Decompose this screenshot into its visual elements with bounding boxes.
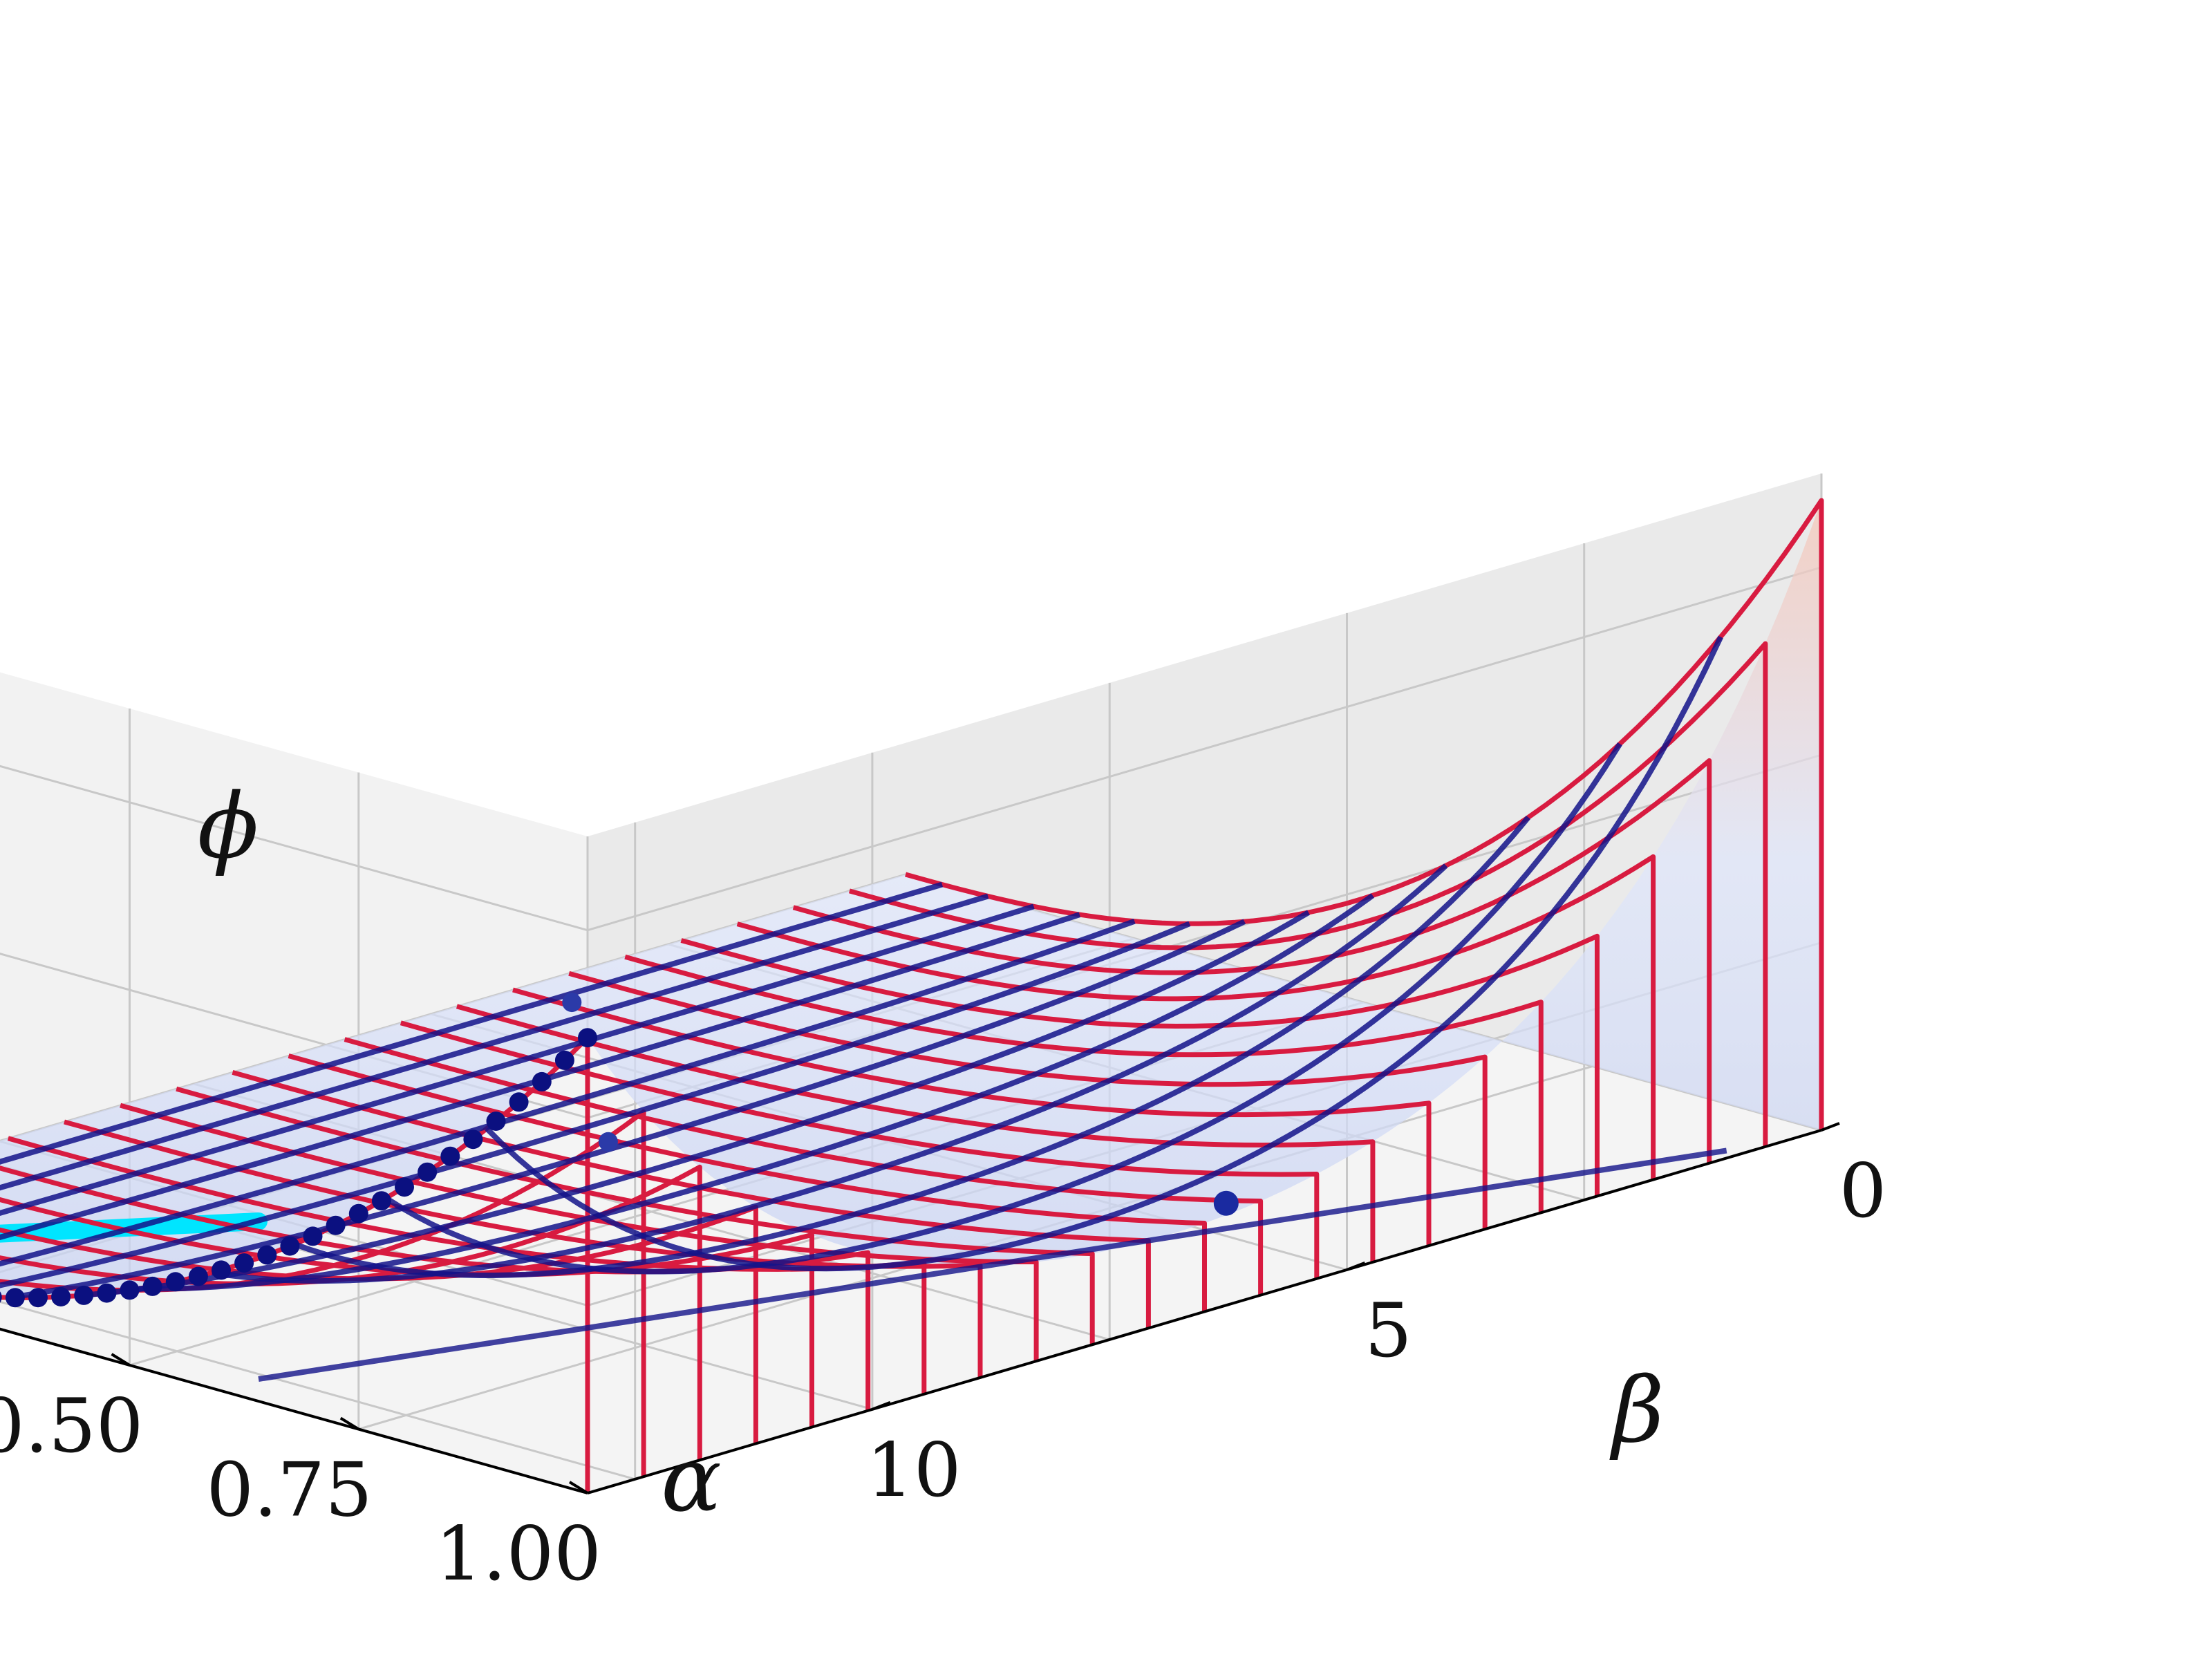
x-tick: [111, 1353, 131, 1367]
data-dot: [280, 1236, 300, 1256]
blue-curve: [10, 919, 1246, 1301]
data-dot: [554, 1050, 574, 1070]
tick-labels: 0.000.250.500.751.0005100.000.050.100.15: [0, 1148, 1887, 1597]
data-dot: [348, 1203, 368, 1224]
blue-curve: [212, 863, 1448, 1284]
data-dot: [142, 1276, 162, 1296]
blue-curve: [138, 893, 1375, 1292]
y-tick-label: 10: [866, 1427, 961, 1514]
data-dot: [463, 1130, 483, 1150]
grid-line: [0, 566, 1822, 932]
data-dot: [509, 1092, 529, 1112]
y-tick-label: 0: [1839, 1148, 1887, 1235]
surface-area: [0, 500, 1821, 1298]
data-dot: [257, 1245, 277, 1265]
data-dot: [0, 1291, 2, 1303]
x-tick: [568, 1481, 589, 1494]
data-dot: [165, 1272, 185, 1292]
blue-curve: [0, 912, 1081, 1241]
blue-curves: [0, 635, 1727, 1382]
data-dot: [212, 1260, 231, 1280]
data-dots: [0, 993, 1239, 1308]
y-tick: [872, 1400, 891, 1411]
data-dot: [395, 1177, 414, 1197]
data-dot: [120, 1280, 140, 1300]
data-dot: [418, 1162, 438, 1182]
y-axis-label: β: [1609, 1358, 1664, 1463]
x-tick-label: 0.50: [0, 1383, 144, 1470]
x-tick-label: 1.00: [435, 1511, 601, 1597]
blue-curve: [0, 893, 989, 1191]
blue-curve: [485, 635, 1723, 1272]
blue-curve: [0, 918, 1136, 1267]
blue-curve: [0, 903, 1035, 1217]
data-dot: [74, 1285, 94, 1305]
x-axis-label: α: [661, 1427, 722, 1532]
data-dot: [578, 1028, 597, 1048]
y-tick: [1346, 1262, 1366, 1271]
data-dot: [188, 1266, 208, 1286]
data-dot: [97, 1283, 117, 1303]
tick-marks: [111, 1122, 1840, 1494]
data-dot: [371, 1191, 391, 1211]
data-dot: [562, 993, 582, 1013]
data-dot: [598, 1132, 618, 1152]
y-axis-line: [587, 1129, 1822, 1494]
data-dot: [1213, 1190, 1239, 1216]
blue-curve: [0, 921, 1191, 1288]
y-tick-label: 5: [1365, 1288, 1412, 1374]
surface-fill: [0, 500, 1821, 1298]
blue-curve: [74, 910, 1311, 1299]
data-dot: [326, 1215, 346, 1235]
data-dot: [303, 1226, 323, 1246]
blue-curve: [258, 1147, 1727, 1382]
blue-curve: [384, 742, 1622, 1275]
data-dot: [51, 1287, 71, 1306]
blue-curve: [293, 815, 1531, 1278]
blue-curve: [0, 881, 944, 1165]
data-dot: [532, 1071, 552, 1091]
data-dot: [440, 1146, 460, 1166]
red-curve: [905, 498, 1824, 1130]
x-tick-label: 0.75: [206, 1447, 372, 1534]
grid-line: [0, 1300, 636, 1481]
data-dot: [234, 1253, 254, 1273]
data-dot: [28, 1288, 48, 1308]
z-axis-label: ϕ: [198, 774, 259, 879]
data-dot: [486, 1112, 506, 1131]
y-tick: [1821, 1122, 1840, 1132]
data-dot: [5, 1288, 25, 1308]
x-tick: [339, 1416, 359, 1431]
